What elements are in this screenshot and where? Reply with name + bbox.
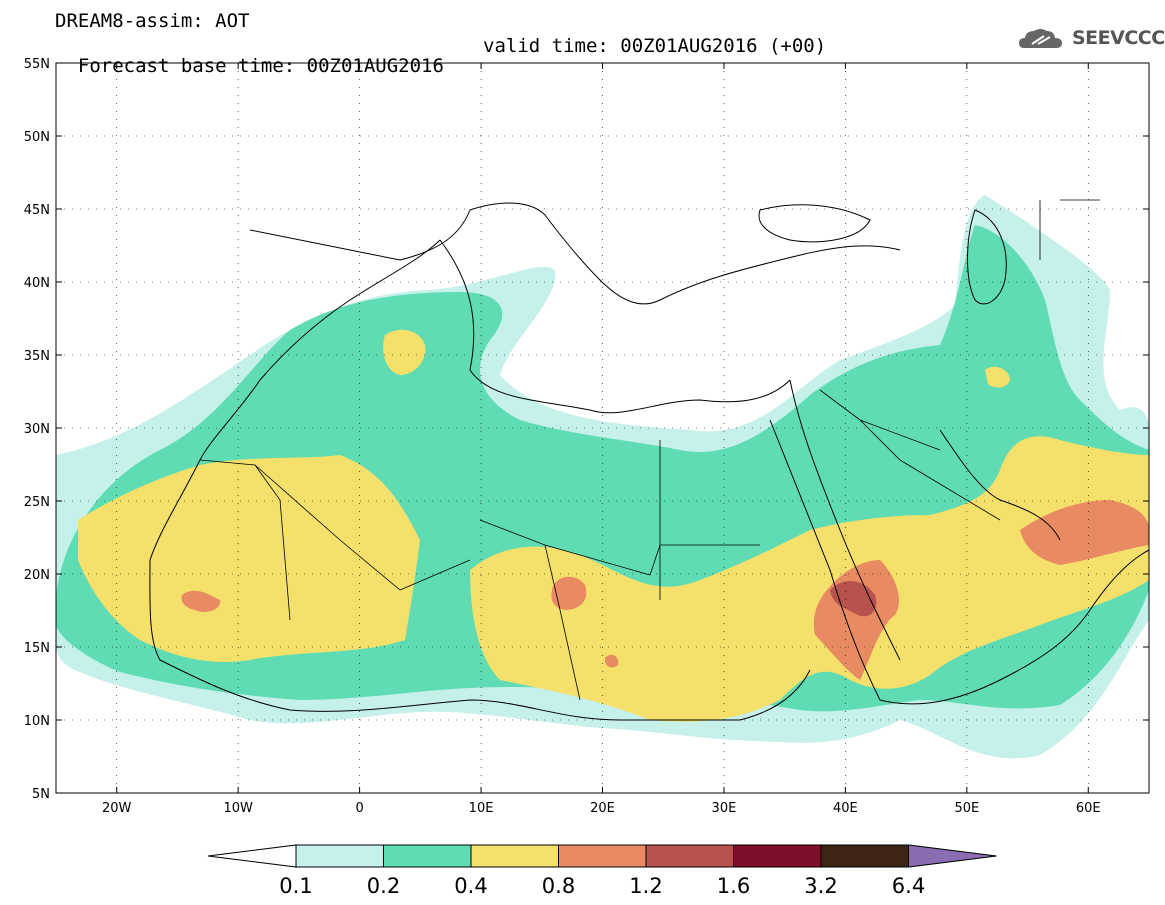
valid-time-label: valid time: 00Z01AUG2016 (+00): [483, 35, 827, 57]
border-lines: [199, 199, 1100, 701]
coastline-arabia: [879, 429, 1149, 705]
forecast-base-label: Forecast base time: 00Z01AUG2016: [77, 55, 444, 77]
lon-label: 10E: [469, 801, 494, 816]
colorbar-segment: [470, 844, 559, 868]
lat-label: 35N: [24, 349, 50, 364]
lat-label: 25N: [24, 495, 50, 510]
map-title: DREAM8-assim: AOT: [55, 10, 250, 32]
aot-field: [56, 195, 1149, 759]
colorbar-arrow-low: [207, 844, 297, 868]
aot-band-1-2-ethiopia: [830, 580, 877, 617]
lat-label: 45N: [24, 203, 50, 218]
lat-label: 40N: [24, 276, 50, 291]
lat-label: 10N: [24, 714, 50, 729]
aot-band-0-4-iran: [985, 366, 1010, 388]
lat-label: 30N: [24, 422, 50, 437]
coastline-caspian: [967, 209, 1007, 305]
colorbar-segment: [645, 844, 734, 868]
colorbar-label: 0.1: [279, 874, 312, 898]
colorbar-segment: [295, 844, 384, 868]
logo-text: SEEVCCC: [1072, 27, 1165, 49]
aot-band-0-8-mauritania: [181, 590, 221, 612]
forecast-base-time: Forecast base time: 00Z01AUG2016 valid t…: [55, 36, 826, 96]
lat-label: 20N: [24, 568, 50, 583]
coastline-mediterranean: [439, 239, 791, 414]
lon-label: 30E: [712, 801, 737, 816]
colorbar-segment: [820, 844, 909, 868]
aot-band-0-4-algeria: [383, 329, 426, 375]
lat-label: 50N: [24, 130, 50, 145]
aot-band-0-4-west: [78, 455, 420, 662]
colorbar-segment: [733, 844, 822, 868]
lon-label: 60E: [1076, 801, 1101, 816]
lat-label: 5N: [32, 787, 50, 802]
colorbar-label: 1.6: [717, 874, 750, 898]
lat-label: 15N: [24, 641, 50, 656]
lon-label: 20W: [102, 801, 132, 816]
colorbar-label: 3.2: [804, 874, 837, 898]
lon-label: 50E: [954, 801, 979, 816]
colorbar-labels: 0.1 0.2 0.4 0.8 1.2 1.6 3.2 6.4: [279, 874, 925, 898]
coastline-west-africa: [149, 239, 811, 721]
colorbar: [207, 844, 997, 868]
colorbar-label: 0.4: [454, 874, 487, 898]
coastline-europe: [249, 202, 901, 305]
colorbar-arrow-high: [908, 844, 997, 868]
lon-label: 20E: [590, 801, 615, 816]
lon-label: 40E: [833, 801, 858, 816]
graticule: [56, 63, 1149, 793]
latitude-labels: 55N 50N 45N 40N 35N 30N 25N 20N 15N 10N 5N: [24, 57, 50, 802]
coastline-black-sea: [758, 204, 871, 243]
colorbar-label: 6.4: [892, 874, 925, 898]
axis-ticks: [56, 62, 1149, 794]
lon-label: 0: [355, 801, 363, 816]
lat-label: 55N: [24, 57, 50, 72]
colorbar-segment: [558, 844, 647, 868]
aot-band-0-8-arabia: [1020, 500, 1149, 565]
lon-label: 10W: [223, 801, 253, 816]
aot-band-0-8-sudan: [604, 654, 619, 668]
colorbar-label: 1.2: [629, 874, 662, 898]
colorbar-label: 0.8: [542, 874, 575, 898]
coastline-red-sea: [769, 379, 901, 701]
colorbar-segment: [383, 844, 472, 868]
cloud-icon: [1019, 29, 1062, 48]
aot-band-0-8-chad: [551, 576, 587, 610]
colorbar-label: 0.2: [367, 874, 400, 898]
coastlines: [149, 199, 1149, 721]
longitude-labels: 20W 10W 0 10E 20E 30E 40E 50E 60E: [102, 801, 1101, 816]
